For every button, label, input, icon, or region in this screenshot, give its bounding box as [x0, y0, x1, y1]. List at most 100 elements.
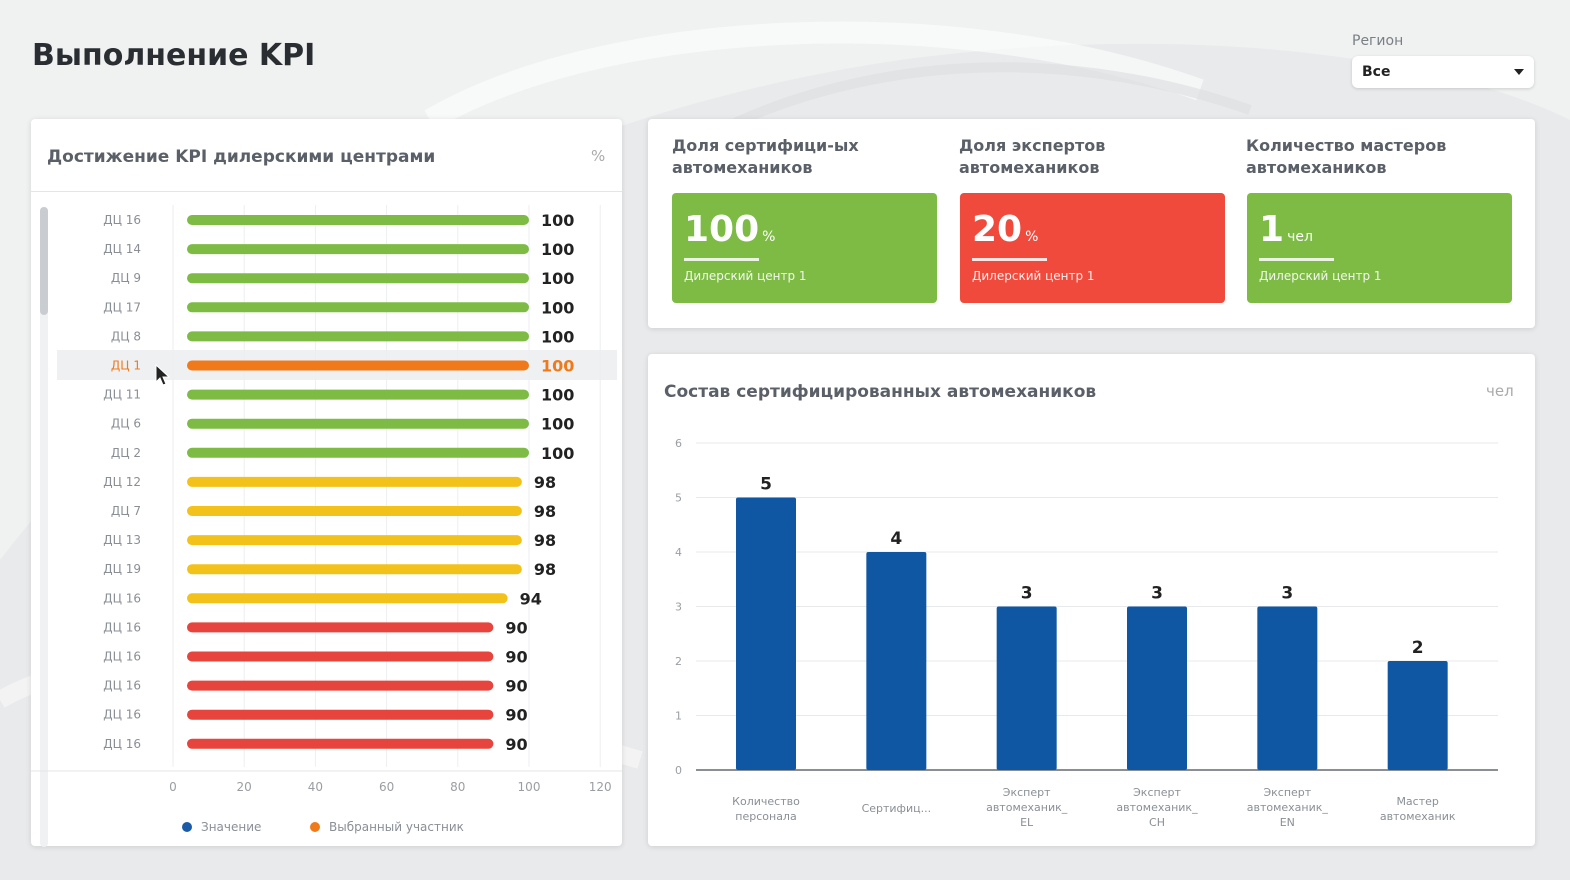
x-tick-label: 60: [379, 780, 394, 794]
region-selected-value: Все: [1362, 64, 1391, 80]
value-label: 100: [541, 415, 574, 434]
kpi-bar[interactable]: [187, 273, 529, 284]
value-label: 98: [534, 560, 556, 579]
kpi-bar[interactable]: [187, 535, 522, 546]
category-label: ДЦ 2: [111, 446, 141, 460]
kpi-bar[interactable]: [187, 593, 508, 604]
value-label: 5: [760, 475, 772, 495]
scrollbar-thumb[interactable]: [40, 207, 48, 315]
composition-bar[interactable]: [1127, 606, 1187, 771]
kpi-bar[interactable]: [187, 709, 494, 720]
value-label: 98: [534, 531, 556, 550]
mouse-cursor-icon: [155, 364, 171, 386]
value-label: 100: [541, 444, 574, 463]
value-label: 90: [505, 677, 527, 696]
scrollbar-track[interactable]: [40, 207, 48, 847]
category-label: ДЦ 16: [103, 620, 141, 634]
kpi-tile-sub: Дилерский центр 1: [972, 269, 1095, 283]
composition-bar[interactable]: [866, 552, 927, 770]
legend-label: Значение: [201, 820, 261, 834]
legend-dot: [182, 822, 192, 832]
kpi-tile-certified-share[interactable]: 100% Дилерский центр 1: [672, 193, 937, 303]
chevron-down-icon: [1514, 69, 1524, 75]
category-label: ДЦ 16: [103, 650, 141, 664]
value-label: 90: [505, 735, 527, 754]
category-label: автомеханик: [1380, 810, 1456, 823]
page-title: Выполнение KPI: [32, 38, 316, 73]
composition-card: Состав сертифицированных автомехаников ч…: [648, 354, 1535, 846]
category-label: ДЦ 8: [111, 329, 141, 343]
value-label: 100: [541, 386, 574, 405]
category-label: автомеханик_: [1247, 801, 1329, 814]
y-tick-label: 4: [675, 546, 682, 559]
kpi-bar[interactable]: [187, 302, 529, 313]
kpi-bar[interactable]: [187, 215, 529, 225]
category-label: Количество: [732, 795, 800, 808]
category-label: CH: [1149, 816, 1165, 829]
category-label: EN: [1280, 816, 1295, 829]
kpi-tile-sub: Дилерский центр 1: [1259, 269, 1382, 283]
kpi-achievement-unit: %: [591, 147, 606, 165]
kpi-bar[interactable]: [187, 331, 529, 342]
value-label: 98: [534, 473, 556, 492]
value-label: 3: [1281, 584, 1293, 604]
value-label: 94: [520, 589, 542, 608]
kpi-tile-underline: [684, 258, 759, 261]
kpi-bar[interactable]: [187, 244, 529, 255]
value-label: 3: [1151, 584, 1163, 604]
kpi-bar[interactable]: [187, 651, 494, 662]
kpi-bar[interactable]: [187, 360, 529, 371]
tile-label-masters-count: Количество мастеров автомехаников: [1246, 136, 1447, 177]
composition-bar[interactable]: [736, 497, 796, 771]
category-label: ДЦ 1: [111, 359, 141, 373]
kpi-bar[interactable]: [187, 389, 529, 400]
category-label: ДЦ 12: [103, 475, 141, 489]
kpi-bar[interactable]: [187, 447, 529, 458]
category-label: EL: [1020, 816, 1034, 829]
kpi-bar[interactable]: [187, 418, 529, 429]
kpi-bar-chart: 0 20 40 60 80 100 120 ДЦ 16 100 ДЦ 14 100 ДЦ 9 100 ДЦ…: [31, 205, 622, 834]
composition-bar[interactable]: [996, 606, 1057, 771]
x-tick-label: 20: [237, 780, 252, 794]
region-label: Регион: [1352, 33, 1404, 49]
y-tick-label: 1: [675, 710, 682, 723]
value-label: 100: [541, 240, 574, 259]
kpi-tile-underline: [1259, 258, 1334, 261]
composition-title: Состав сертифицированных автомехаников: [664, 382, 1097, 402]
kpi-bar[interactable]: [187, 476, 522, 487]
kpi-bar[interactable]: [187, 506, 522, 516]
category-label: ДЦ 16: [103, 213, 141, 227]
composition-bar[interactable]: [1387, 661, 1448, 770]
kpi-tile-value: 100%: [684, 209, 776, 250]
category-label: Эксперт: [1263, 786, 1311, 799]
x-tick-label: 120: [589, 780, 612, 794]
kpi-tiles-card: Доля сертифици-ых автомехаников Доля экс…: [648, 119, 1535, 328]
category-label: ДЦ 17: [103, 300, 141, 314]
x-tick-label: 80: [450, 780, 465, 794]
category-label: ДЦ 13: [103, 533, 141, 547]
value-label: 100: [541, 269, 574, 288]
x-tick-label: 40: [308, 780, 323, 794]
kpi-tile-expert-share[interactable]: 20% Дилерский центр 1: [960, 193, 1225, 303]
y-tick-label: 5: [675, 492, 682, 505]
x-tick-label: 0: [169, 780, 177, 794]
value-label: 4: [890, 529, 902, 549]
category-label: ДЦ 16: [103, 737, 141, 751]
category-label: автомеханик_: [1116, 801, 1198, 814]
category-label: ДЦ 19: [103, 562, 141, 576]
kpi-bar[interactable]: [187, 680, 494, 691]
header-divider: [31, 191, 622, 192]
kpi-achievement-title: Достижение KPI дилерскими центрами: [47, 147, 436, 167]
kpi-bar[interactable]: [187, 622, 494, 633]
value-label: 3: [1021, 584, 1033, 604]
region-select[interactable]: Все: [1352, 56, 1534, 88]
y-tick-label: 3: [675, 601, 682, 614]
composition-bar[interactable]: [1257, 606, 1318, 771]
composition-bar-chart: 0 1 2 3 4 5 6 5 Количество персонала 4 Сертифиц... 3…: [675, 437, 1498, 829]
kpi-bar[interactable]: [187, 738, 494, 749]
value-label: 98: [534, 502, 556, 521]
kpi-bar[interactable]: [187, 564, 522, 575]
kpi-tile-masters-count[interactable]: 1 чел Дилерский центр 1: [1247, 193, 1512, 303]
y-tick-label: 2: [675, 655, 682, 668]
value-label: 100: [541, 298, 574, 317]
